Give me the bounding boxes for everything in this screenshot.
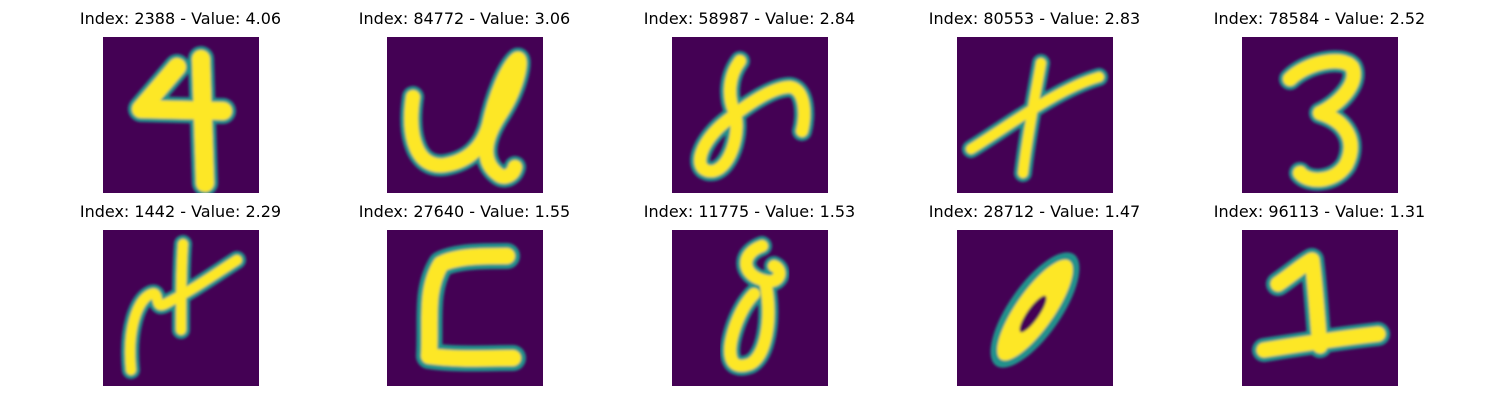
digit-image [672,37,828,193]
panel-title: Index: 1442 - Value: 2.29 [79,202,282,221]
digit-panel: Index: 84772 - Value: 3.06 [322,9,607,194]
digit-panel: Index: 1442 - Value: 2.29 [38,202,323,387]
digit-image [672,230,828,386]
digit-panel: Index: 78584 - Value: 2.52 [1177,9,1462,194]
digit-panel: Index: 11775 - Value: 1.53 [607,202,892,387]
panel-title: Index: 2388 - Value: 4.06 [79,9,282,28]
panel-title: Index: 11775 - Value: 1.53 [643,202,856,221]
panel-title: Index: 84772 - Value: 3.06 [358,9,571,28]
panel-title: Index: 78584 - Value: 2.52 [1213,9,1426,28]
digit-panel: Index: 80553 - Value: 2.83 [892,9,1177,194]
digit-panel: Index: 28712 - Value: 1.47 [892,202,1177,387]
digit-panel: Index: 58987 - Value: 2.84 [607,9,892,194]
digit-panel: Index: 27640 - Value: 1.55 [322,202,607,387]
panel-title: Index: 58987 - Value: 2.84 [643,9,856,28]
digit-image [387,37,543,193]
digit-image [1242,37,1398,193]
digit-image [957,230,1113,386]
digit-panel: Index: 96113 - Value: 1.31 [1177,202,1462,387]
panel-title: Index: 80553 - Value: 2.83 [928,9,1141,28]
panel-title: Index: 96113 - Value: 1.31 [1213,202,1426,221]
digit-image [387,230,543,386]
digit-image [103,37,259,193]
digit-image [1242,230,1398,386]
panel-title: Index: 28712 - Value: 1.47 [928,202,1141,221]
digit-image [957,37,1113,193]
digit-panel: Index: 2388 - Value: 4.06 [38,9,323,194]
digit-image [103,230,259,386]
panel-title: Index: 27640 - Value: 1.55 [358,202,571,221]
